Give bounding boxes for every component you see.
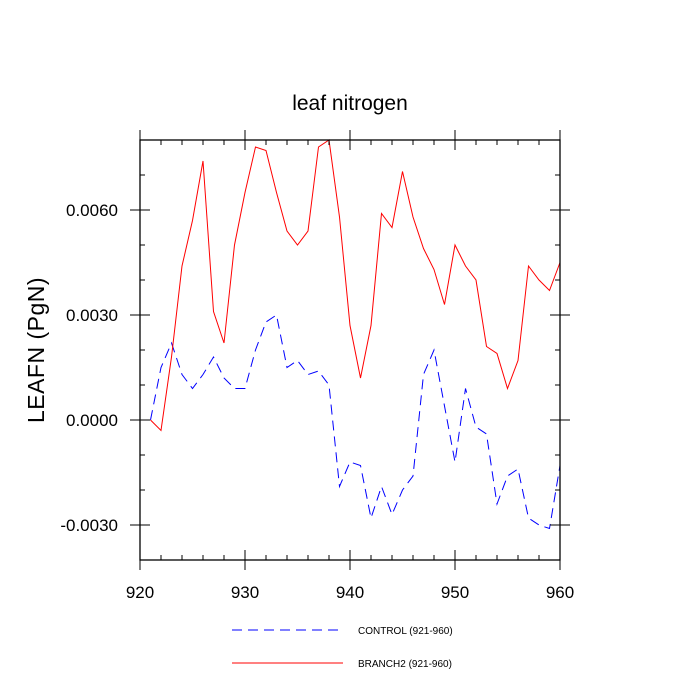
y-axis-label: LEAFN (PgN) <box>23 277 49 423</box>
y-tick-label: 0.0000 <box>66 411 118 430</box>
series-line-control <box>150 314 561 530</box>
x-tick-label: 960 <box>546 583 574 602</box>
y-tick-label: -0.0030 <box>60 516 118 535</box>
series-line-branch2 <box>150 139 561 432</box>
x-tick-label: 950 <box>441 583 469 602</box>
legend-label-branch2: BRANCH2 (921-960) <box>358 659 452 670</box>
x-tick-label: 940 <box>336 583 364 602</box>
legend-label-control: CONTROL (921-960) <box>358 626 453 637</box>
legend: CONTROL (921-960) BRANCH2 (921-960) <box>232 626 453 670</box>
x-tick-label: 920 <box>126 583 154 602</box>
plot-frame <box>139 139 561 561</box>
plot-area: 920 930 940 950 960 -0.0030 0.0000 0.0030 0.0060 <box>60 130 574 602</box>
chart-title: leaf nitrogen <box>292 92 408 115</box>
x-tick-label: 930 <box>231 583 259 602</box>
y-tick-label: 0.0060 <box>66 201 118 220</box>
y-tick-label: 0.0030 <box>66 306 118 325</box>
